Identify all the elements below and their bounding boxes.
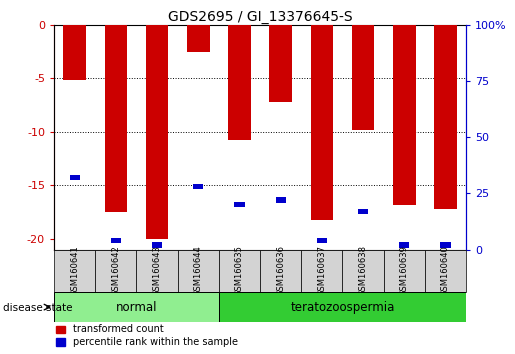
Bar bbox=[434, 25, 457, 209]
Text: GSM160643: GSM160643 bbox=[152, 245, 162, 296]
Bar bbox=[269, 25, 292, 102]
Bar bbox=[70, 175, 80, 180]
Text: teratozoospermia: teratozoospermia bbox=[290, 301, 394, 314]
Text: GSM160639: GSM160639 bbox=[400, 245, 409, 296]
Bar bbox=[105, 25, 127, 212]
Bar bbox=[152, 242, 162, 248]
Bar bbox=[63, 25, 86, 80]
Bar bbox=[301, 250, 342, 292]
Bar bbox=[317, 238, 327, 243]
Title: GDS2695 / GI_13376645-S: GDS2695 / GI_13376645-S bbox=[168, 10, 352, 24]
Bar bbox=[260, 250, 301, 292]
Bar bbox=[342, 250, 384, 292]
Bar bbox=[425, 250, 466, 292]
Bar bbox=[54, 292, 219, 322]
Bar bbox=[95, 250, 136, 292]
Text: GSM160636: GSM160636 bbox=[276, 245, 285, 296]
Bar bbox=[384, 250, 425, 292]
Bar bbox=[276, 198, 286, 203]
Bar bbox=[358, 209, 368, 214]
Bar bbox=[393, 25, 416, 205]
Text: disease state: disease state bbox=[3, 303, 72, 313]
Bar bbox=[219, 292, 466, 322]
Text: GSM160644: GSM160644 bbox=[194, 245, 203, 296]
Text: GSM160637: GSM160637 bbox=[317, 245, 327, 296]
Text: GSM160640: GSM160640 bbox=[441, 245, 450, 296]
Text: GSM160635: GSM160635 bbox=[235, 245, 244, 296]
Bar bbox=[187, 25, 210, 52]
Bar bbox=[311, 25, 333, 219]
Bar bbox=[193, 184, 203, 189]
Bar bbox=[228, 25, 251, 141]
Legend: transformed count, percentile rank within the sample: transformed count, percentile rank withi… bbox=[56, 325, 238, 347]
Text: normal: normal bbox=[116, 301, 157, 314]
Bar bbox=[352, 25, 374, 130]
Bar bbox=[440, 242, 451, 248]
Text: GSM160641: GSM160641 bbox=[70, 245, 79, 296]
Bar bbox=[54, 250, 95, 292]
Bar bbox=[146, 25, 168, 239]
Bar bbox=[399, 242, 409, 248]
Text: GSM160642: GSM160642 bbox=[111, 245, 121, 296]
Bar bbox=[219, 250, 260, 292]
Text: GSM160638: GSM160638 bbox=[358, 245, 368, 296]
Bar bbox=[234, 202, 245, 207]
Bar bbox=[111, 238, 121, 243]
Bar bbox=[178, 250, 219, 292]
Bar bbox=[136, 250, 178, 292]
